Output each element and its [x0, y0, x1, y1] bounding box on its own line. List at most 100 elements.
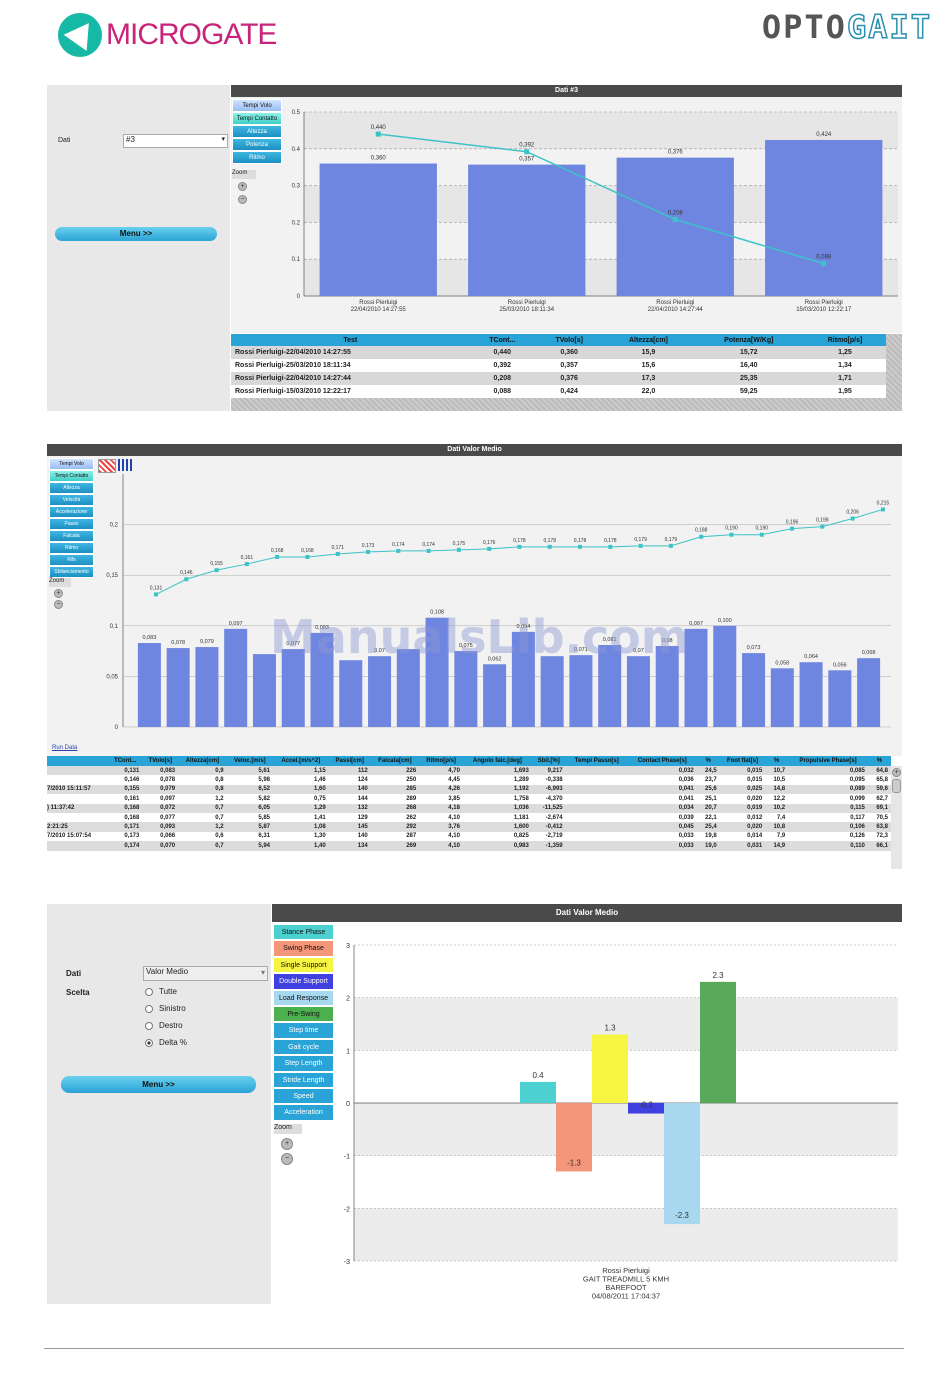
legend-button-step-time[interactable]: Step time	[273, 1022, 334, 1039]
table-cell: 0,106	[788, 822, 868, 832]
zoom-out-icon[interactable]: −	[238, 195, 247, 204]
column-header[interactable]: Sbil.[%]	[531, 756, 566, 766]
legend-button-step-length[interactable]: Step Length	[273, 1055, 334, 1072]
tab-passo[interactable]: Passo	[49, 518, 94, 530]
table-row[interactable]: 2:21:25 0,171 0,093 1,2 5,87 1,08 145 292 3,76 1,…	[47, 822, 891, 832]
column-header[interactable]: TVolo[s]	[535, 334, 604, 346]
radio-option-sinistro[interactable]: Sinistro	[145, 1004, 187, 1021]
column-header[interactable]: %	[867, 756, 891, 766]
radio-option-tutte[interactable]: Tutte	[145, 987, 187, 1004]
panel1-menu-button[interactable]: Menu >>	[55, 227, 217, 241]
column-header[interactable]: %	[696, 756, 720, 766]
radio-button[interactable]	[145, 1038, 153, 1047]
legend-button-double-support[interactable]: Double Support	[273, 973, 334, 990]
scroll-up-icon[interactable]: +	[892, 768, 901, 777]
line-point	[608, 544, 613, 549]
radio-button[interactable]	[145, 1004, 153, 1013]
radio-label: Destro	[159, 1021, 183, 1030]
table-cell: 5,94	[226, 841, 273, 851]
legend-button-load-response[interactable]: Load Response	[273, 989, 334, 1006]
bar-value-label: 0,094	[517, 624, 531, 630]
scroll-thumb[interactable]	[892, 779, 901, 793]
column-header[interactable]: Altezza[cm]	[603, 334, 694, 346]
table-cell: 17,3	[603, 372, 694, 385]
bar-chart-toggle-icon[interactable]	[118, 459, 132, 471]
tab-altezza[interactable]: Altezza	[49, 482, 94, 494]
radio-option-delta-[interactable]: Delta %	[145, 1038, 187, 1055]
zoom-out-icon[interactable]: −	[281, 1153, 293, 1165]
tab-tempi-contatto[interactable]: Tempi Contatto	[49, 470, 94, 482]
zoom-in-icon[interactable]: +	[238, 182, 247, 191]
table-row[interactable]: Rossi Pierluigi-15/03/2010 12:22:17 0,088…	[231, 385, 886, 398]
column-header[interactable]	[47, 756, 109, 766]
tab-tempi-volo[interactable]: Tempi Volo	[49, 458, 94, 470]
zoom-out-icon[interactable]: −	[54, 600, 63, 609]
table-row[interactable]: 0,131 0,083 0,9 5,61 1,15 112 226 4,70 1,693 9,21…	[47, 766, 891, 776]
panel1-dati-select[interactable]: #3 ▾	[123, 134, 228, 148]
table-row[interactable]: 0,168 0,077 0,7 5,85 1,41 129 262 4,10 1,181 -2,6…	[47, 813, 891, 822]
table-row[interactable]: Rossi Pierluigi-22/04/2010 14:27:44 0,208…	[231, 372, 886, 385]
tab-velocità[interactable]: Velocità	[49, 494, 94, 506]
table-row[interactable]: Rossi Pierluigi-25/03/2010 18:11:34 0,392…	[231, 359, 886, 372]
y-tick-label: 0.4	[292, 147, 301, 153]
column-header[interactable]: Altezza[cm]	[178, 756, 227, 766]
column-header[interactable]: TVolo[s]	[142, 756, 179, 766]
legend-button-pre-swing[interactable]: Pre-Swing	[273, 1005, 334, 1023]
column-header[interactable]: Falcata[cm]	[370, 756, 420, 766]
column-header[interactable]: Contact Phase[s]	[627, 756, 697, 766]
column-header[interactable]: Accel.[m/s^2]	[273, 756, 329, 766]
column-header[interactable]: Veloc.[m/s]	[226, 756, 273, 766]
column-header[interactable]: Ritmo[p/s]	[803, 334, 886, 346]
legend-button-gait-cycle[interactable]: Gait cycle	[273, 1038, 334, 1056]
tab-sbilanciamento[interactable]: Sbilanciamento	[49, 566, 94, 578]
table-row[interactable]: ) 11:37:42 0,168 0,072 0,7 6,05 1,29 132 268 4,1…	[47, 803, 891, 813]
line-chart-toggle-icon[interactable]	[98, 459, 116, 473]
column-header[interactable]: Passi[cm]	[328, 756, 371, 766]
legend-button-single-support[interactable]: Single Support	[273, 956, 334, 974]
table-cell: 4,26	[419, 784, 463, 795]
column-header[interactable]: Propulsive Phase[s]	[788, 756, 868, 766]
column-header[interactable]: TCont...	[469, 334, 536, 346]
column-header[interactable]: Tempi Passo[s]	[565, 756, 628, 766]
table-row[interactable]: Rossi Pierluigi-22/04/2010 14:27:55 0,440…	[231, 346, 886, 359]
radio-button[interactable]	[145, 1021, 153, 1030]
bar-value-label: 0,07	[374, 648, 385, 654]
zoom-in-icon[interactable]: +	[281, 1138, 293, 1150]
column-header[interactable]: Foot flat[s]	[719, 756, 766, 766]
tab-accelerazione[interactable]: Accelerazione	[49, 506, 94, 518]
legend-button-acceleration[interactable]: Acceleration	[273, 1104, 334, 1121]
tab-rifs[interactable]: Rifs	[49, 554, 94, 566]
table-row[interactable]: 0,146 0,078 0,8 5,98 1,46 124 250 4,45 1,289 -0,3…	[47, 775, 891, 784]
legend-button-speed[interactable]: Speed	[273, 1087, 334, 1105]
column-header[interactable]: Potenza[W/Kg]	[693, 334, 804, 346]
table-cell: 10,7	[765, 766, 789, 776]
table-row[interactable]: 7/2010 15:11:57 0,155 0,079 0,8 6,52 1,60 140 2…	[47, 784, 891, 795]
tab-tempi-contatto[interactable]: Tempi Contatto	[232, 112, 282, 125]
panel2-run-data-link[interactable]: Run Data	[52, 745, 78, 751]
column-header[interactable]: %	[765, 756, 789, 766]
table-cell: 15,72	[693, 346, 804, 359]
tab-altezza[interactable]: Altezza	[232, 125, 282, 138]
tab-ritmo[interactable]: Ritmo	[49, 542, 94, 554]
radio-option-destro[interactable]: Destro	[145, 1021, 187, 1038]
table-row[interactable]: 7/2010 15:07:54 0,173 0,066 0,6 6,31 1,30 140 2…	[47, 832, 891, 841]
table-row[interactable]: 0,161 0,097 1,2 5,82 0,75 144 289 3,85 1,758 -4,3…	[47, 794, 891, 803]
tab-falcata[interactable]: Falcata	[49, 530, 94, 542]
zoom-in-icon[interactable]: +	[54, 589, 63, 598]
panel3-menu-button[interactable]: Menu >>	[61, 1076, 256, 1093]
panel2-scrollbar[interactable]: +	[891, 766, 902, 869]
column-header[interactable]: Test	[231, 334, 470, 346]
column-header[interactable]: Ritmo[p/s]	[419, 756, 463, 766]
legend-button-stance-phase[interactable]: Stance Phase	[273, 924, 334, 941]
radio-button[interactable]	[145, 987, 153, 996]
table-row[interactable]: 0,174 0,070 0,7 5,94 1,40 134 269 4,10 0,983 -1,3…	[47, 841, 891, 851]
tab-potenza[interactable]: Potenza	[232, 138, 282, 151]
tab-ritmo[interactable]: Ritmo	[232, 151, 282, 164]
legend-button-swing-phase[interactable]: Swing Phase	[273, 940, 334, 957]
bar-value-label: 0,360	[371, 156, 387, 162]
legend-button-stride-length[interactable]: Stride Length	[273, 1071, 334, 1088]
column-header[interactable]: TCont...	[108, 756, 143, 766]
tab-tempi-volo[interactable]: Tempi Volo	[232, 99, 282, 112]
panel3-dati-select[interactable]: Valor Medio ▾	[143, 966, 268, 981]
column-header[interactable]: Angolo falc.[deg]	[462, 756, 532, 766]
